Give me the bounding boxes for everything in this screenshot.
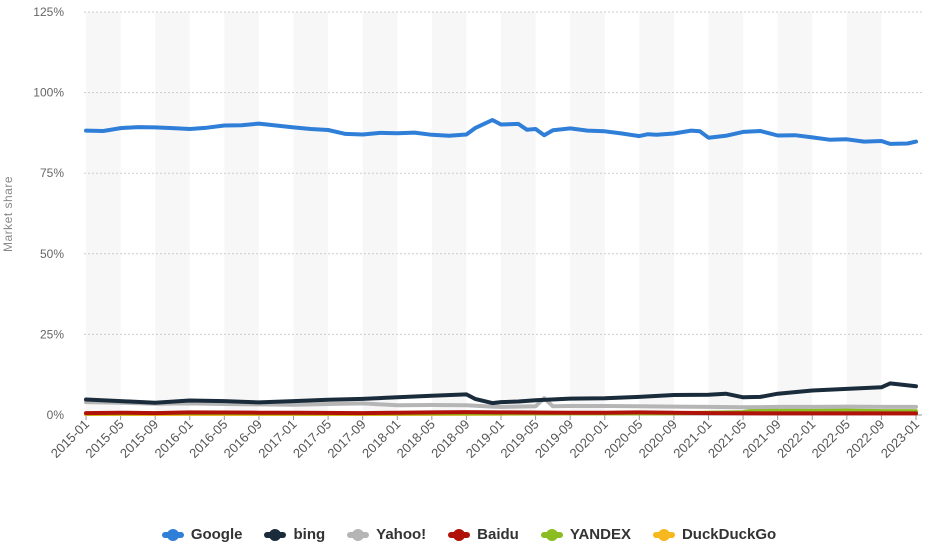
background-band <box>431 12 467 415</box>
y-axis-label: Market share <box>1 176 15 252</box>
legend-yahoo-marker-icon <box>347 528 370 541</box>
x-tick-label: 2023-01 <box>878 417 922 461</box>
background-band <box>777 12 813 415</box>
legend-yandex-marker-icon <box>540 528 563 541</box>
background-band <box>639 12 674 415</box>
legend-label: DuckDuckGo <box>681 526 777 543</box>
legend-item-bing[interactable]: bing <box>264 526 325 543</box>
background-band <box>708 12 744 415</box>
y-tick-label: 25% <box>40 327 64 341</box>
x-axis-ticks: 2015-012015-052015-092016-012016-052016-… <box>48 415 922 461</box>
background-band <box>224 12 259 415</box>
y-axis-ticks: 0% 25% 50% 75% 100% 125% <box>33 5 64 422</box>
background-band <box>155 12 190 415</box>
legend-google-marker-icon <box>161 528 184 541</box>
legend-duckduckgo-marker-icon <box>652 528 675 541</box>
series-line-yahoo <box>84 396 918 410</box>
legend-bing-marker-icon <box>264 528 287 541</box>
legend-label: bing <box>293 526 326 543</box>
y-tick-label: 100% <box>33 86 64 100</box>
background-band <box>570 12 605 415</box>
line-chart: 0% 25% 50% 75% 100% 125% 2015-012015-052015-0… <box>1 5 922 461</box>
y-tick-label: 50% <box>40 247 64 261</box>
legend-item-yandex[interactable]: YANDEX <box>540 526 631 543</box>
legend: Google bing Yahoo! Baidu YANDEX DuckDuck… <box>0 526 938 543</box>
background-band <box>362 12 398 415</box>
legend-label: Baidu <box>477 526 519 543</box>
legend-item-google[interactable]: Google <box>161 526 243 543</box>
series-line-baidu <box>84 410 918 416</box>
background-band <box>86 12 121 415</box>
legend-item-baidu[interactable]: Baidu <box>448 526 519 543</box>
plot-background-bands <box>86 12 882 415</box>
y-tick-label: 0% <box>47 408 65 422</box>
background-band <box>293 12 329 415</box>
series-line-bing <box>84 381 918 406</box>
background-band <box>846 12 882 415</box>
legend-baidu-marker-icon <box>448 528 471 541</box>
y-tick-label: 75% <box>40 166 64 180</box>
legend-label: Google <box>190 526 243 543</box>
legend-item-yahoo[interactable]: Yahoo! <box>347 526 426 543</box>
series-line-google <box>84 118 918 146</box>
background-band <box>501 12 536 415</box>
y-tick-label: 125% <box>33 5 64 19</box>
series-lines <box>84 118 918 416</box>
legend-label: Yahoo! <box>376 526 427 543</box>
legend-label: YANDEX <box>569 526 631 543</box>
legend-item-duckduckgo[interactable]: DuckDuckGo <box>652 526 777 543</box>
